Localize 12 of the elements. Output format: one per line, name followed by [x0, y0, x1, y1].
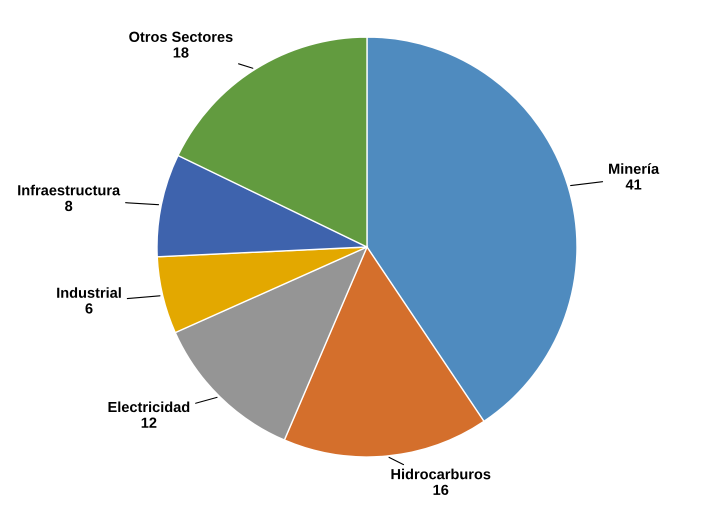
data-label: 8	[65, 200, 72, 212]
data-label: 16	[434, 484, 448, 496]
slice-label: Electricidad	[108, 401, 190, 412]
data-label: 6	[85, 303, 93, 314]
data-label: 41	[626, 179, 642, 190]
data-label: 18	[174, 47, 189, 58]
data-label: 12	[142, 418, 156, 428]
slice-label: Otros Sectores	[129, 32, 233, 42]
slice-label: Minería	[609, 163, 660, 174]
slice-label: Industrial	[57, 287, 121, 298]
slice-label: Infraestructura	[18, 184, 120, 196]
slice-label: Hidrocarburos	[391, 468, 490, 480]
